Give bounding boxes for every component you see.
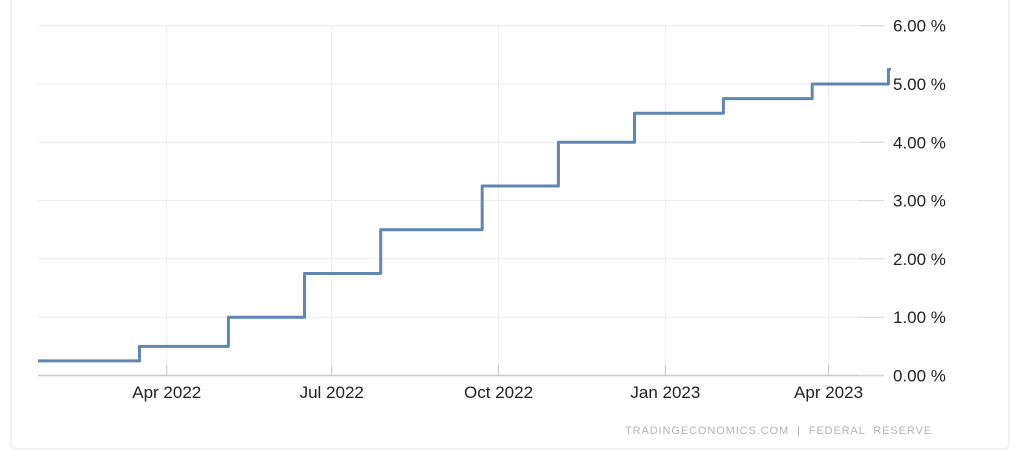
y-tick-label: 4.00 % <box>893 133 946 152</box>
y-tick-label: 1.00 % <box>893 308 946 327</box>
y-tick-label: 6.00 % <box>893 17 946 36</box>
y-tick-label: 5.00 % <box>893 75 946 94</box>
x-tick-label: Jan 2023 <box>630 383 700 402</box>
x-tick-label: Apr 2022 <box>132 383 201 402</box>
y-tick-label: 2.00 % <box>893 250 946 269</box>
y-tick-label: 3.00 % <box>893 192 946 211</box>
chart-plot-area[interactable] <box>38 10 892 376</box>
x-tick-label: Oct 2022 <box>464 383 533 402</box>
x-tick-label: Apr 2023 <box>794 383 863 402</box>
source-attribution-link[interactable]: TRADINGECONOMICS.COM | FEDERAL RESERVE <box>625 425 932 437</box>
series-line <box>38 67 891 363</box>
x-tick-label: Jul 2022 <box>300 383 364 402</box>
y-tick-label: 0.00 % <box>893 367 946 386</box>
